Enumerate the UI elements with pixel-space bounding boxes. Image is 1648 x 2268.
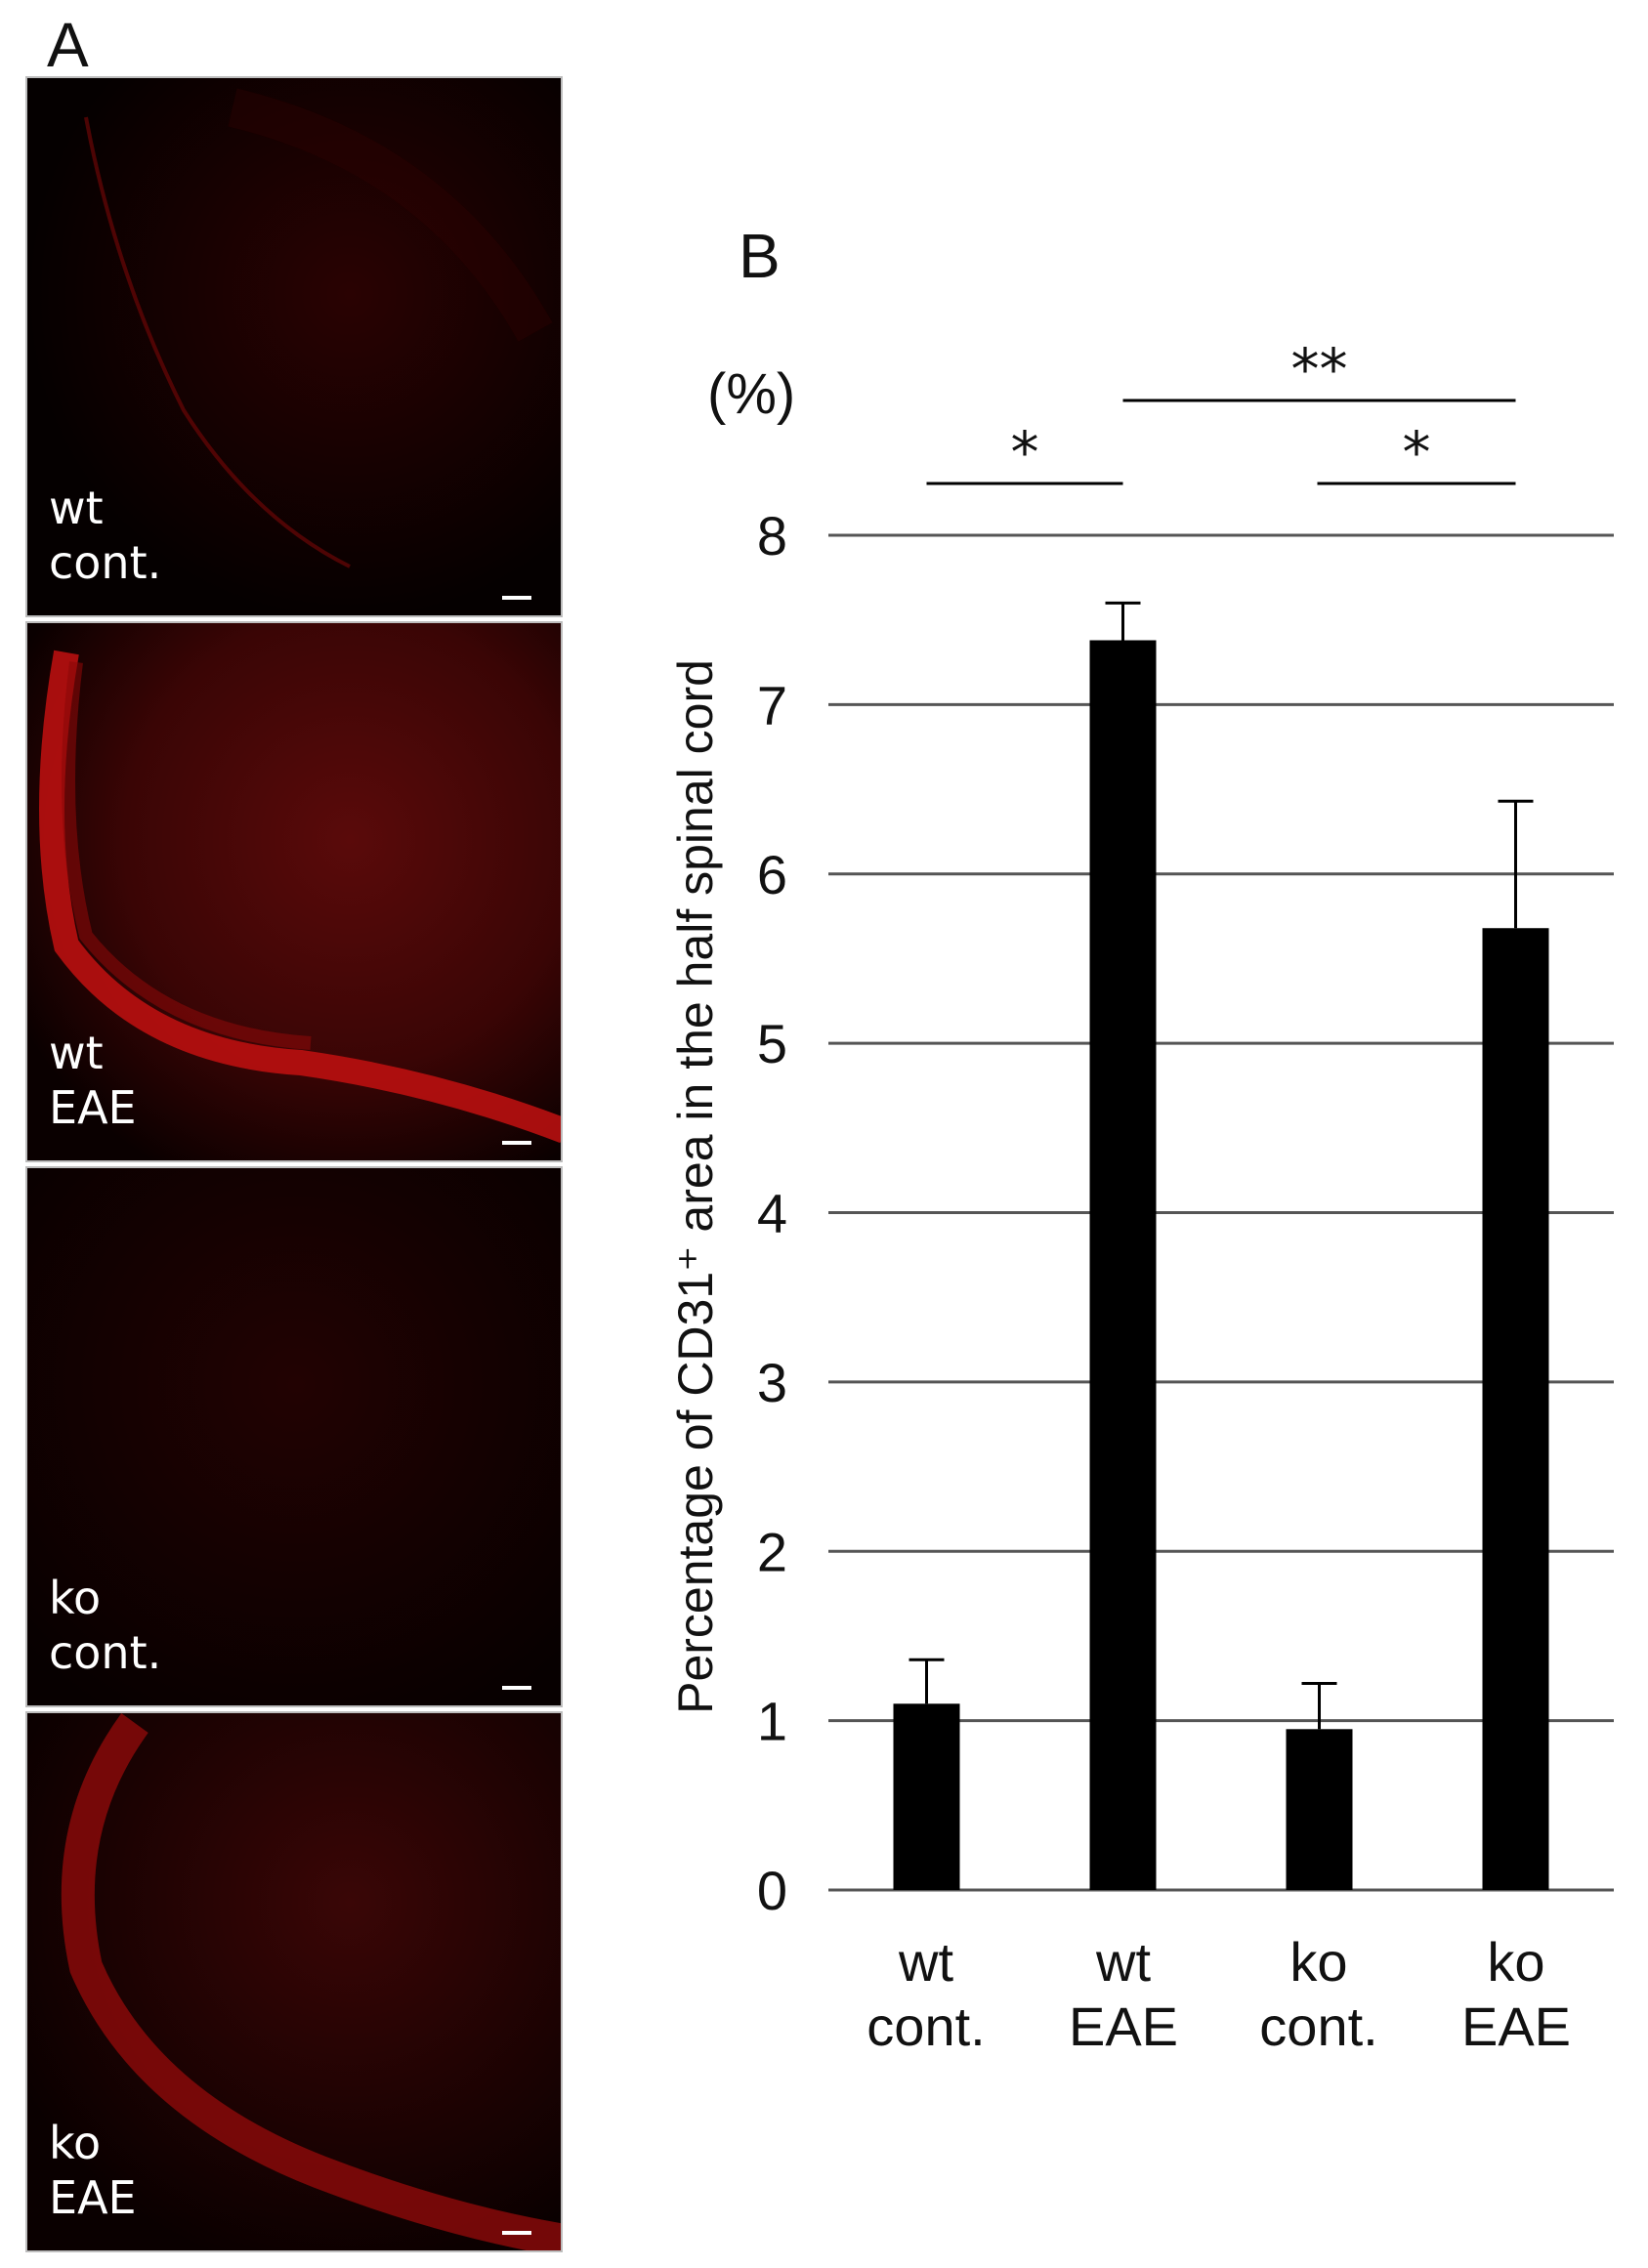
category-label-line2: cont. [1259, 1995, 1378, 2057]
micrograph-label: wt cont. [49, 481, 161, 590]
significance-label: * [1403, 419, 1431, 485]
scale-bar [502, 1686, 531, 1690]
panel-b-letter: B [739, 221, 781, 291]
y-tick-label: 7 [757, 674, 787, 735]
micrograph-label-condition: cont. [49, 536, 162, 589]
micrograph-ko-eae: ko EAE [25, 1711, 563, 2252]
y-tick-label: 6 [757, 844, 787, 905]
micrograph-label-genotype: ko [49, 1572, 102, 1624]
bar [1286, 1729, 1353, 1890]
micrograph-label-condition: EAE [49, 2171, 137, 2224]
y-tick-label: 3 [757, 1352, 787, 1413]
category-label-line2: EAE [1460, 1995, 1572, 2057]
micrograph-wt-eae: wt EAE [25, 621, 563, 1162]
micrograph-ko-cont: ko cont. [25, 1166, 563, 1707]
micrograph-image [27, 78, 561, 615]
bar [1089, 640, 1157, 1891]
category-label-line2: cont. [866, 1995, 986, 2057]
category-label: ko EAE [1409, 1930, 1624, 2059]
significance-label: ** [1291, 336, 1348, 402]
micrograph-label-condition: EAE [49, 1081, 137, 1134]
micrograph-wt-cont: wt cont. [25, 76, 563, 617]
category-label: ko cont. [1211, 1930, 1426, 2059]
y-tick-label: 1 [757, 1691, 787, 1752]
y-tick-label: 4 [757, 1183, 787, 1244]
micrograph-label-genotype: wt [49, 482, 104, 534]
y-tick-label: 2 [757, 1521, 787, 1582]
category-label-line1: ko [1487, 1931, 1545, 1993]
y-tick-label: 5 [757, 1013, 787, 1074]
scale-bar [502, 2231, 531, 2235]
y-unit-label: (%) [707, 362, 796, 426]
bar [1482, 928, 1549, 1890]
category-label-line1: wt [899, 1931, 953, 1993]
y-tick-label: 0 [757, 1860, 787, 1921]
scale-bar [502, 1141, 531, 1145]
bar [893, 1703, 960, 1890]
micrograph-label-condition: cont. [49, 1626, 162, 1679]
panel-a-letter: A [47, 10, 89, 80]
category-label-line1: wt [1096, 1931, 1151, 1993]
micrograph-image [27, 1168, 561, 1705]
micrograph-label: wt EAE [49, 1026, 137, 1135]
micrograph-label: ko EAE [49, 2116, 137, 2225]
micrograph-image [27, 623, 561, 1160]
category-label: wt EAE [1016, 1930, 1231, 2059]
y-tick-label: 8 [757, 505, 787, 567]
micrograph-label: ko cont. [49, 1571, 161, 1680]
category-label-line2: EAE [1068, 1995, 1179, 2057]
significance-label: * [1011, 419, 1039, 485]
category-label: wt cont. [819, 1930, 1034, 2059]
micrograph-label-genotype: wt [49, 1027, 104, 1079]
micrograph-label-genotype: ko [49, 2117, 102, 2169]
category-label-line1: ko [1289, 1931, 1348, 1993]
scale-bar [502, 596, 531, 600]
micrograph-image [27, 1713, 561, 2250]
